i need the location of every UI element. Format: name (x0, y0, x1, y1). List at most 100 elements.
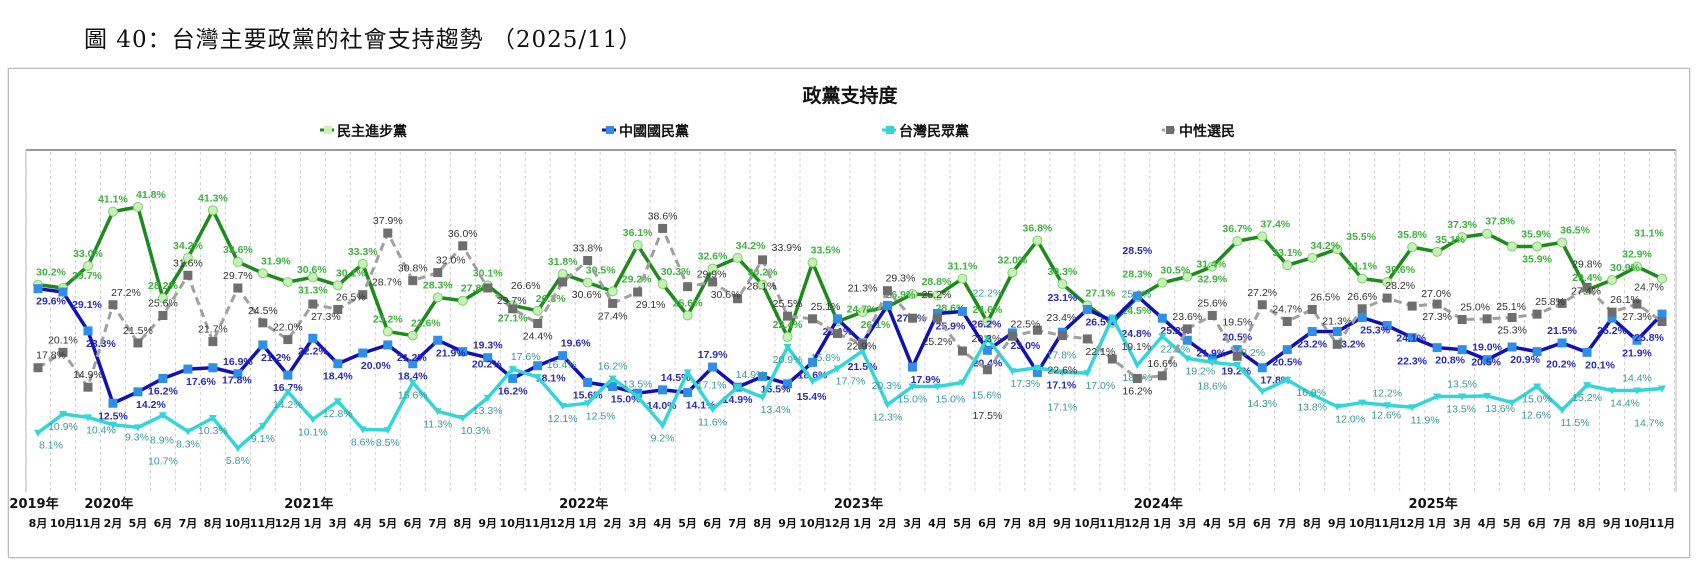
legend-label: 中國國民黨 (619, 123, 689, 140)
data-point (658, 385, 668, 395)
data-point (932, 290, 943, 301)
data-label: 35.5% (1346, 231, 1376, 243)
data-point (982, 345, 992, 355)
data-label: 15.6% (398, 389, 428, 401)
data-point (1532, 347, 1542, 357)
data-point (808, 378, 817, 386)
data-label: 20.2% (1546, 359, 1576, 371)
data-point (957, 273, 968, 284)
data-point (1582, 347, 1592, 357)
data-point (957, 306, 967, 316)
data-label: 14.2% (136, 399, 166, 411)
data-point (183, 270, 193, 280)
data-point (1457, 315, 1467, 324)
data-point (33, 284, 43, 294)
data-label: 12.8% (323, 408, 353, 420)
data-label: 25.9% (936, 320, 966, 332)
data-label: 29.6% (36, 296, 66, 308)
data-point (208, 363, 218, 373)
data-label: 29.7% (72, 270, 102, 282)
x-tick-label: 4月 (353, 517, 372, 530)
data-label: 25.2% (1597, 325, 1627, 337)
x-tick-label: 2月 (603, 517, 622, 530)
data-point (1008, 368, 1017, 376)
figure-title: 圖 40：台灣主要政黨的社會支持趨勢 （2025/11） (84, 27, 643, 53)
data-label: 25.2% (922, 289, 952, 301)
data-label: 11.3% (423, 418, 452, 430)
data-point (158, 373, 168, 383)
x-tick-label: 7月 (1553, 517, 1572, 530)
data-label: 25.8% (1634, 332, 1664, 344)
data-label: 24.7% (1272, 304, 1302, 316)
data-label: 30.5% (1160, 265, 1190, 277)
data-point (682, 310, 693, 321)
data-point (1557, 298, 1567, 308)
data-point (1357, 312, 1367, 322)
data-point (457, 295, 468, 306)
data-label: 33.9% (772, 242, 802, 254)
data-label: 15.0% (936, 394, 966, 406)
data-point (483, 283, 493, 293)
x-tick-label: 1月 (853, 517, 872, 530)
data-label: 28.8% (922, 276, 952, 288)
data-label: 17.9% (911, 374, 941, 386)
data-point (1307, 252, 1318, 263)
data-label: 16.9% (223, 356, 253, 368)
data-point (558, 402, 567, 410)
data-point (907, 362, 917, 372)
data-label: 17.8% (36, 350, 66, 362)
data-label: 17.6% (186, 376, 216, 388)
data-label: 10.9% (48, 421, 78, 433)
data-label: 22.2% (973, 287, 1003, 299)
data-point (583, 400, 592, 408)
x-tick-label: 8月 (1028, 517, 1047, 530)
data-label: 30.6% (1385, 264, 1415, 276)
data-label: 28.3% (1122, 268, 1152, 280)
data-label: 23.0% (1011, 340, 1041, 352)
data-point (807, 257, 818, 268)
data-label: 23.2% (1335, 339, 1365, 351)
data-point (932, 308, 942, 318)
data-point (1432, 343, 1442, 353)
data-point (982, 365, 992, 375)
data-point (282, 276, 293, 287)
data-label: 35.9% (1521, 228, 1551, 240)
data-point (683, 369, 692, 377)
data-point (1282, 260, 1293, 271)
x-tick-label: 3月 (328, 517, 347, 530)
data-point (758, 394, 767, 402)
data-label: 36.7% (1222, 223, 1252, 235)
data-point (957, 346, 967, 356)
data-label: 19.0% (1472, 342, 1502, 354)
data-point (208, 337, 218, 347)
data-label: 36.8% (1022, 222, 1052, 234)
data-label: 41.8% (136, 189, 166, 201)
data-point (1082, 334, 1092, 344)
data-point (108, 398, 118, 408)
data-label: 10.1% (298, 426, 328, 438)
x-tick-label: 3月 (628, 517, 647, 530)
x-tick-label: 4月 (1203, 517, 1222, 530)
data-point (458, 347, 468, 357)
data-point (1583, 382, 1592, 390)
data-point (58, 287, 68, 297)
data-point (83, 326, 93, 336)
data-point (1107, 354, 1117, 364)
data-label: 30.3% (661, 266, 691, 278)
data-point (1532, 309, 1542, 319)
data-point (1282, 317, 1292, 327)
x-tick-label: 11月 (75, 517, 101, 530)
data-label: 12.0% (1335, 414, 1365, 426)
x-tick-label: 7月 (428, 517, 447, 530)
data-label: 10.3% (461, 425, 491, 437)
data-label: 31.1% (948, 261, 978, 273)
data-label: 26.2% (972, 318, 1002, 330)
data-label: 13.3% (473, 405, 503, 417)
data-point (258, 318, 268, 328)
data-point (1232, 236, 1243, 247)
data-label: 10.3% (198, 425, 228, 437)
legend-marker (1166, 126, 1174, 134)
data-label: 32.0% (436, 255, 466, 267)
data-label: 24.8% (1121, 328, 1151, 340)
data-label: 30.9% (1610, 262, 1640, 274)
